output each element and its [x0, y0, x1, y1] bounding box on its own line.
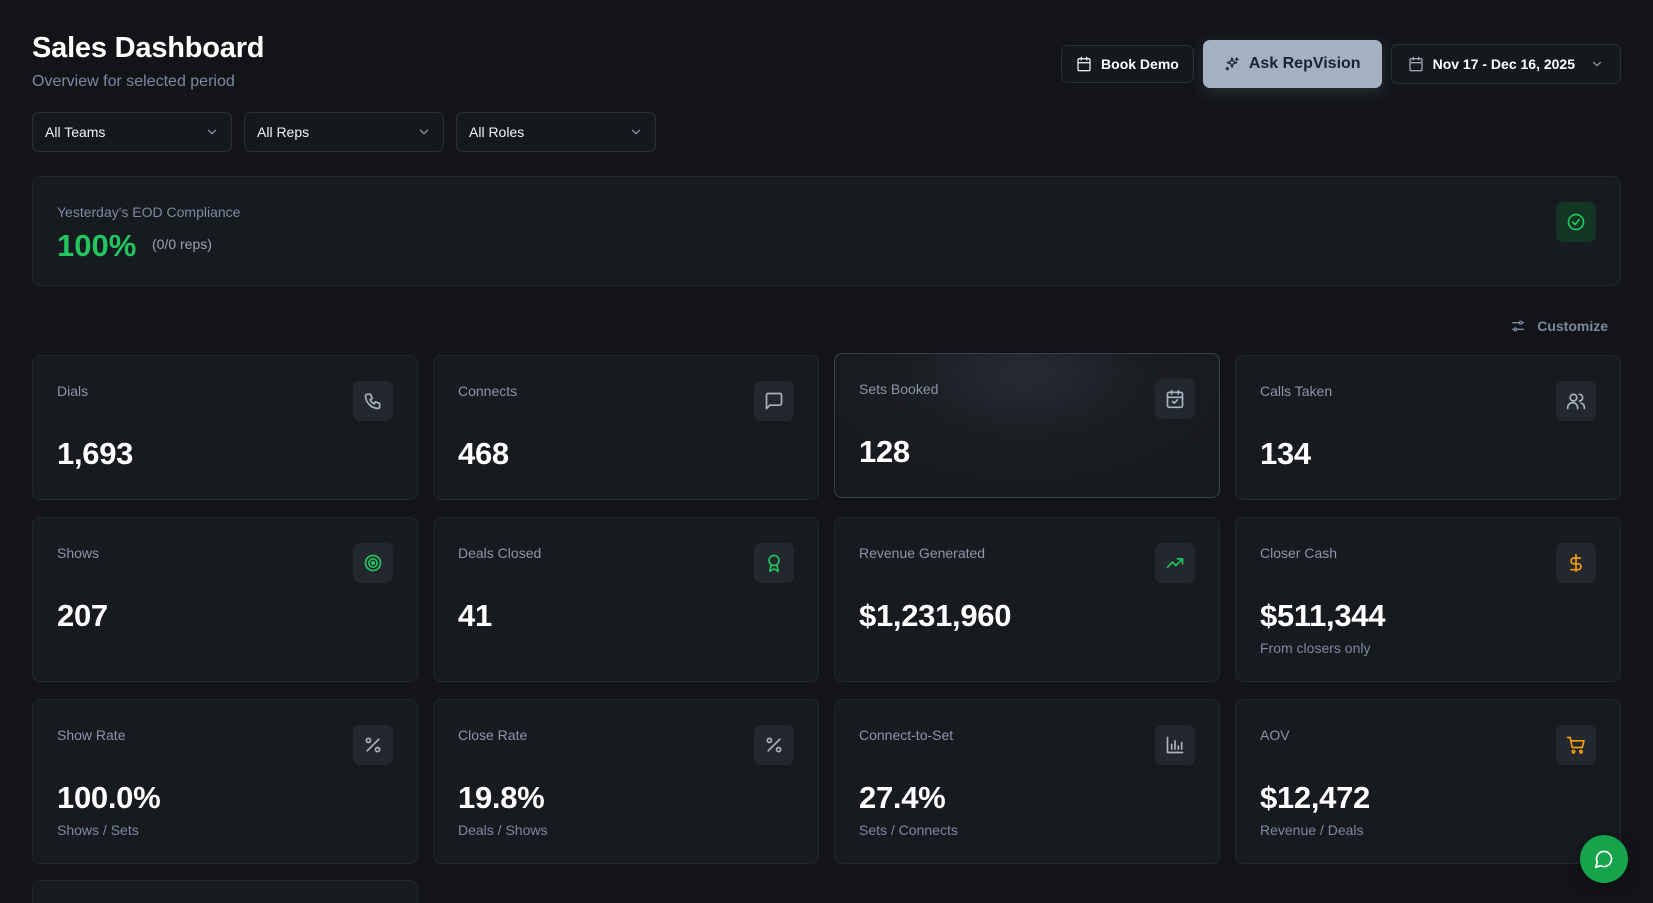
chat-icon	[1594, 850, 1613, 869]
chat-button[interactable]	[1580, 835, 1628, 883]
percent-icon	[353, 725, 393, 765]
stat-card-partial[interactable]	[32, 880, 418, 903]
teams-select[interactable]: All Teams	[32, 112, 232, 152]
stat-card-connects[interactable]: Connects 468	[433, 355, 819, 500]
stat-label: Close Rate	[458, 727, 528, 743]
eod-compliance-card: Yesterday's EOD Compliance 100% (0/0 rep…	[32, 176, 1621, 286]
chevron-down-icon	[419, 129, 429, 135]
stat-card-shows[interactable]: Shows 207	[32, 517, 418, 682]
sparkles-icon	[1225, 57, 1239, 71]
target-icon	[353, 543, 393, 583]
stat-value: 468	[458, 436, 509, 471]
ask-repvision-label: Ask RepVision	[1248, 55, 1361, 72]
dollar-icon	[1556, 543, 1596, 583]
stat-label: Calls Taken	[1260, 383, 1333, 399]
filter-bar: All Teams All Reps All Roles	[32, 112, 656, 152]
message-icon	[754, 381, 794, 421]
stat-card-close-rate[interactable]: Close Rate 19.8% Deals / Shows	[433, 699, 819, 864]
calendar-icon	[1077, 56, 1091, 72]
chevron-down-icon	[207, 129, 217, 135]
stat-value: $1,231,960	[859, 598, 1012, 633]
stat-card-aov[interactable]: AOV $12,472 Revenue / Deals	[1235, 699, 1621, 864]
stat-label: Show Rate	[57, 727, 126, 743]
stat-label: Connect-to-Set	[859, 727, 954, 743]
stat-card-connect-to-set[interactable]: Connect-to-Set 27.4% Sets / Connects	[834, 699, 1220, 864]
stat-subtext: From closers only	[1260, 640, 1371, 656]
stat-label: Closer Cash	[1260, 545, 1338, 561]
reps-select[interactable]: All Reps	[244, 112, 444, 152]
stat-label: AOV	[1260, 727, 1290, 743]
stat-subtext: Shows / Sets	[57, 822, 139, 838]
stat-value: 19.8%	[458, 780, 545, 815]
eod-compliance-value: 100%	[57, 228, 137, 263]
stat-card-closer-cash[interactable]: Closer Cash $511,344 From closers only	[1235, 517, 1621, 682]
stat-value: $511,344	[1260, 598, 1386, 633]
page-header: Sales Dashboard Overview for selected pe…	[32, 32, 265, 91]
stat-label: Shows	[57, 545, 100, 561]
date-range-label: Nov 17 - Dec 16, 2025	[1432, 56, 1575, 72]
stat-value: 128	[859, 434, 910, 469]
stat-value: 27.4%	[859, 780, 946, 815]
chevron-down-icon	[1592, 61, 1602, 67]
eod-compliance-note: (0/0 reps)	[152, 236, 212, 252]
stat-value: $12,472	[1260, 780, 1370, 815]
roles-select-value: All Roles	[469, 124, 525, 140]
calendar-check-icon	[1155, 379, 1195, 419]
page-subtitle: Overview for selected period	[32, 73, 235, 90]
ask-repvision-button[interactable]: Ask RepVision	[1202, 40, 1382, 88]
stat-value: 1,693	[57, 436, 134, 471]
stat-subtext: Revenue / Deals	[1260, 822, 1364, 838]
teams-select-value: All Teams	[45, 124, 106, 140]
stat-value: 41	[458, 598, 492, 633]
stat-card-deals-closed[interactable]: Deals Closed 41	[433, 517, 819, 682]
stat-value: 100.0%	[57, 780, 161, 815]
bar-chart-icon	[1155, 725, 1195, 765]
roles-select[interactable]: All Roles	[456, 112, 656, 152]
stat-card-sets-booked[interactable]: Sets Booked 128	[834, 353, 1220, 498]
users-icon	[1556, 381, 1596, 421]
sliders-icon	[1512, 320, 1525, 332]
book-demo-button[interactable]: Book Demo	[1061, 45, 1194, 83]
customize-label: Customize	[1537, 318, 1608, 334]
stat-label: Connects	[458, 383, 518, 399]
stat-card-calls-taken[interactable]: Calls Taken 134	[1235, 355, 1621, 500]
top-actions: Book Demo Ask RepVision Nov 17 - Dec 16,…	[1061, 40, 1621, 88]
cart-icon	[1556, 725, 1596, 765]
stat-label: Deals Closed	[458, 545, 542, 561]
award-icon	[754, 543, 794, 583]
chevron-down-icon	[631, 129, 641, 135]
reps-select-value: All Reps	[257, 124, 310, 140]
stat-value: 134	[1260, 436, 1311, 471]
eod-compliance-label: Yesterday's EOD Compliance	[57, 204, 241, 220]
stat-subtext: Deals / Shows	[458, 822, 548, 838]
stat-label: Dials	[57, 383, 89, 399]
date-range-picker[interactable]: Nov 17 - Dec 16, 2025	[1390, 44, 1621, 84]
check-circle-icon	[1556, 202, 1596, 242]
stat-label: Sets Booked	[859, 381, 939, 397]
stat-card-revenue-generated[interactable]: Revenue Generated $1,231,960	[834, 517, 1220, 682]
customize-button[interactable]: Customize	[1510, 318, 1608, 334]
phone-icon	[353, 381, 393, 421]
trending-up-icon	[1155, 543, 1195, 583]
stat-card-dials[interactable]: Dials 1,693	[32, 355, 418, 500]
stat-label: Revenue Generated	[859, 545, 986, 561]
stat-card-show-rate[interactable]: Show Rate 100.0% Shows / Sets	[32, 699, 418, 864]
book-demo-label: Book Demo	[1101, 56, 1179, 72]
stat-subtext: Sets / Connects	[859, 822, 958, 838]
page-title: Sales Dashboard	[32, 32, 265, 64]
calendar-icon	[1408, 56, 1423, 72]
percent-icon	[754, 725, 794, 765]
stat-value: 207	[57, 598, 108, 633]
